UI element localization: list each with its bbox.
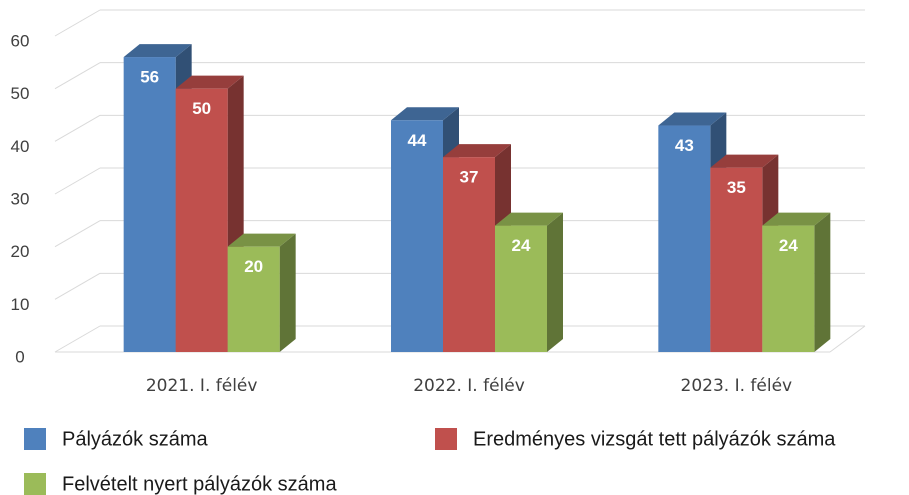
grid-line (54, 9, 865, 37)
bar-front (495, 225, 547, 352)
data-label: 35 (727, 178, 746, 197)
bar-front (175, 88, 228, 353)
x-tick-label: 2021. I. félév (146, 376, 258, 396)
bar-top (443, 144, 511, 158)
bar-front (762, 225, 815, 352)
bar-front (227, 246, 280, 352)
x-tick-label: 2023. I. félév (681, 376, 793, 396)
legend-swatch (24, 473, 46, 495)
data-label: 24 (512, 236, 531, 255)
bar-top (658, 112, 727, 126)
legend-label: Felvételt nyert pályázók száma (62, 473, 337, 495)
y-tick-label: 30 (11, 189, 30, 208)
y-tick-label: 60 (11, 31, 30, 50)
bar-top (762, 212, 831, 226)
bar-front (658, 125, 711, 353)
y-tick-label: 20 (11, 242, 30, 261)
bar-top (123, 44, 192, 58)
y-tick-label: 10 (11, 295, 30, 314)
bar-front (391, 120, 443, 353)
grid-line-side (54, 220, 101, 248)
bar-front (710, 167, 763, 352)
y-tick-label: 0 (15, 347, 24, 366)
bar (227, 233, 296, 352)
bar (762, 212, 831, 352)
bar-top (710, 154, 779, 168)
legend-swatch (435, 428, 457, 450)
data-label: 50 (192, 99, 211, 118)
bar-side (814, 212, 831, 352)
data-label: 37 (460, 168, 479, 187)
data-label: 20 (244, 257, 263, 276)
bar-top (227, 233, 296, 247)
bar-top (391, 107, 459, 121)
grid-line-side (54, 272, 101, 300)
bar (175, 75, 244, 353)
grid-line-side (54, 62, 101, 90)
bar (495, 212, 563, 352)
grid-line (54, 62, 865, 90)
data-label: 56 (140, 68, 159, 87)
floor-line (829, 325, 866, 353)
legend-label: Eredményes vizsgát tett pályázók száma (473, 428, 836, 450)
grid-line-side (54, 325, 101, 353)
grid-line-side (54, 114, 101, 142)
data-label: 44 (408, 131, 427, 150)
grid-line-side (54, 9, 101, 37)
bar-top (495, 212, 563, 226)
bar-top (175, 75, 244, 89)
data-label: 24 (779, 236, 798, 255)
grid-line-side (54, 167, 101, 195)
bar-side (279, 233, 296, 352)
y-tick-label: 50 (11, 84, 30, 103)
legend-swatch (24, 428, 46, 450)
data-label: 43 (675, 136, 694, 155)
bar-front (443, 157, 495, 352)
y-tick-label: 40 (11, 137, 30, 156)
bar-side (547, 212, 563, 352)
x-tick-label: 2022. I. félév (413, 376, 525, 396)
legend-label: Pályázók száma (62, 428, 208, 450)
bar-front (123, 57, 176, 353)
